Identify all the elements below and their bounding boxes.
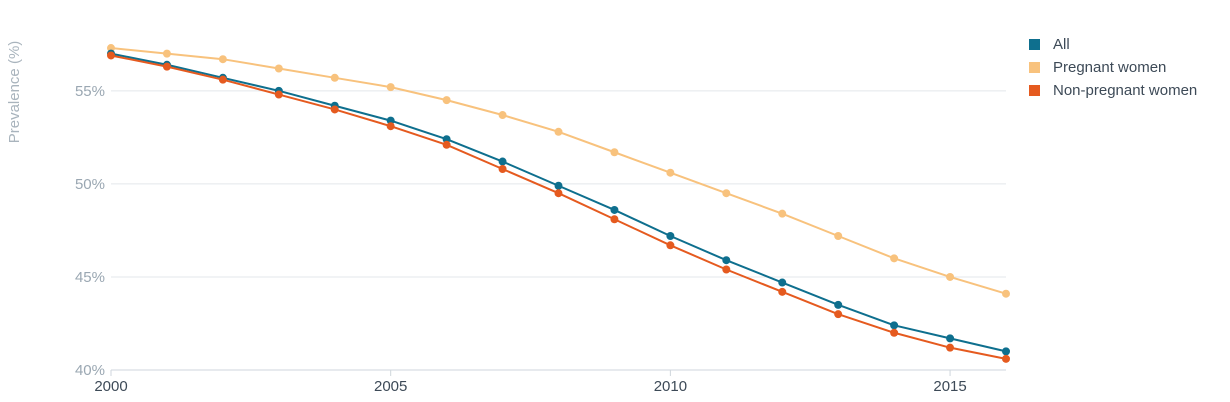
data-point[interactable] xyxy=(946,343,955,352)
legend-swatch-non-pregnant-women xyxy=(1029,85,1040,96)
x-tick-labels: 2000 2005 2010 2015 xyxy=(94,370,967,395)
data-point[interactable] xyxy=(498,165,507,173)
data-point[interactable] xyxy=(274,64,283,73)
data-point[interactable] xyxy=(330,73,339,82)
data-point[interactable] xyxy=(386,116,395,125)
data-point[interactable] xyxy=(162,49,171,58)
series-line xyxy=(110,52,1007,353)
y-axis-label: Prevalence (%) xyxy=(6,41,23,144)
data-point[interactable] xyxy=(1002,289,1010,298)
data-point[interactable] xyxy=(778,209,787,218)
data-point[interactable] xyxy=(274,90,283,99)
data-point[interactable] xyxy=(162,62,171,71)
legend-swatch-all xyxy=(1029,39,1040,50)
data-point[interactable] xyxy=(890,321,899,330)
data-point[interactable] xyxy=(442,140,451,149)
y-tick-label: 50% xyxy=(75,176,105,193)
data-point[interactable] xyxy=(498,157,507,166)
legend: All Pregnant women Non-pregnant women xyxy=(1029,33,1197,102)
data-point[interactable] xyxy=(666,241,675,250)
legend-label: Non-pregnant women xyxy=(1053,82,1198,99)
legend-label: Pregnant women xyxy=(1053,59,1167,76)
y-tick-label: 40% xyxy=(75,362,105,379)
series-lines xyxy=(107,44,1010,363)
series-pregnant-women xyxy=(107,44,1010,298)
data-point[interactable] xyxy=(610,205,619,214)
data-point[interactable] xyxy=(610,148,619,157)
legend-item-all[interactable]: All xyxy=(1029,33,1197,56)
x-tick-label: 2000 xyxy=(94,378,127,395)
data-point[interactable] xyxy=(946,272,955,281)
data-point[interactable] xyxy=(442,96,451,105)
data-point[interactable] xyxy=(890,328,899,337)
y-tick-label: 55% xyxy=(75,83,105,100)
series-non-pregnant-women xyxy=(107,51,1010,363)
y-tick-labels: 40% 45% 50% 55% xyxy=(75,83,105,379)
data-point[interactable] xyxy=(722,265,731,274)
data-point[interactable] xyxy=(386,83,395,92)
series-line xyxy=(110,54,1007,360)
data-point[interactable] xyxy=(1002,347,1010,356)
legend-swatch-pregnant-women xyxy=(1029,62,1040,73)
data-point[interactable] xyxy=(834,310,843,319)
data-point[interactable] xyxy=(778,278,787,287)
data-point[interactable] xyxy=(722,189,731,198)
data-point[interactable] xyxy=(442,135,451,144)
data-point[interactable] xyxy=(554,181,563,190)
data-point[interactable] xyxy=(107,44,115,53)
data-point[interactable] xyxy=(834,300,843,309)
legend-label: All xyxy=(1053,36,1070,53)
legend-item-non-pregnant-women[interactable]: Non-pregnant women xyxy=(1029,79,1197,102)
data-point[interactable] xyxy=(666,168,675,177)
data-point[interactable] xyxy=(107,51,115,60)
data-point[interactable] xyxy=(218,75,227,84)
data-point[interactable] xyxy=(330,105,339,114)
data-point[interactable] xyxy=(554,189,563,198)
data-point[interactable] xyxy=(498,111,507,120)
legend-item-pregnant-women[interactable]: Pregnant women xyxy=(1029,56,1197,79)
data-point[interactable] xyxy=(834,232,843,240)
data-point[interactable] xyxy=(778,287,787,296)
data-point[interactable] xyxy=(722,256,731,265)
data-point[interactable] xyxy=(218,55,227,64)
y-tick-label: 45% xyxy=(75,269,105,286)
data-point[interactable] xyxy=(890,254,899,263)
data-point[interactable] xyxy=(386,122,395,131)
x-tick-label: 2010 xyxy=(654,378,687,395)
x-tick-label: 2005 xyxy=(374,378,407,395)
data-point[interactable] xyxy=(666,232,675,240)
data-point[interactable] xyxy=(554,127,563,136)
data-point[interactable] xyxy=(1002,354,1010,363)
series-all xyxy=(107,49,1010,356)
data-point[interactable] xyxy=(946,334,955,343)
x-tick-label: 2015 xyxy=(933,378,966,395)
data-point[interactable] xyxy=(610,215,619,224)
